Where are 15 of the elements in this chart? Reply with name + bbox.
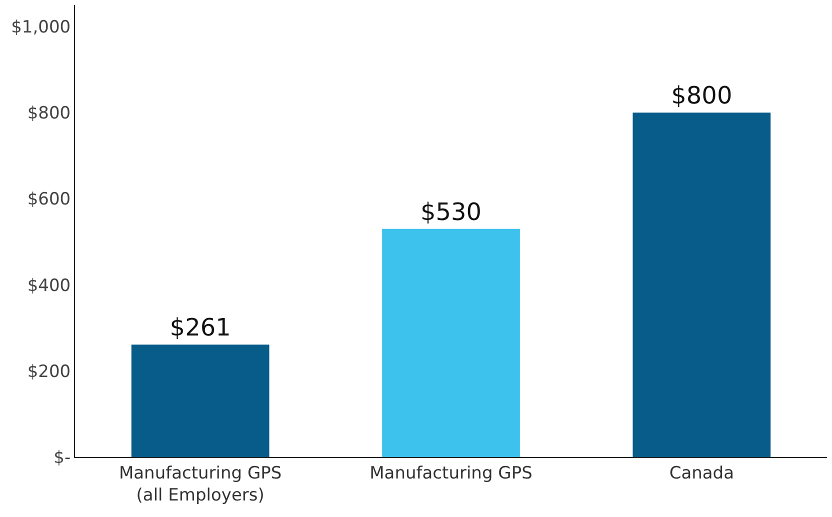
- y-tick-label: $600: [27, 190, 71, 210]
- data-label: $261: [170, 314, 231, 342]
- y-tick-label: $1,000: [11, 17, 71, 38]
- data-label: $800: [671, 82, 732, 110]
- y-tick-label: $200: [27, 362, 71, 382]
- data-label: $530: [420, 198, 482, 226]
- bar: [632, 112, 771, 457]
- y-tick-label: $400: [27, 276, 71, 296]
- y-tick-label: $-: [54, 448, 71, 468]
- x-tick-label: Manufacturing GPS: [370, 463, 532, 484]
- x-tick-label: Manufacturing GPS (all Employers): [118, 463, 282, 506]
- bar: [382, 228, 520, 457]
- bar: [131, 344, 270, 457]
- y-tick-label: $800: [27, 104, 71, 124]
- x-tick-label: Canada: [669, 463, 734, 484]
